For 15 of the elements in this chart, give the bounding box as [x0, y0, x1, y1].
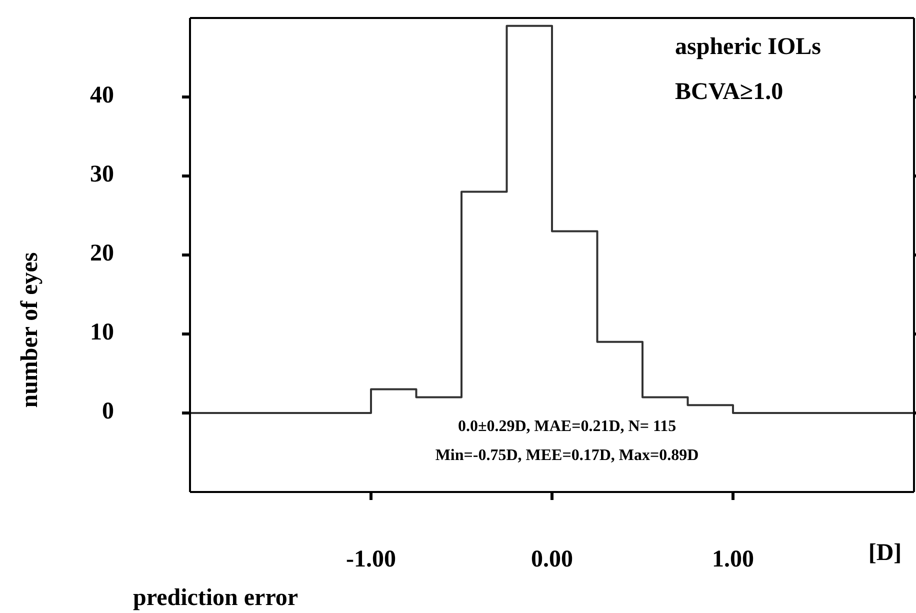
y-tick-label: 30	[90, 162, 114, 188]
x-tick-label: -1.00	[346, 546, 396, 573]
y-tick-label: 20	[90, 240, 114, 267]
annotation: 0.0±0.29D, MAE=0.21D, N= 115	[458, 418, 676, 435]
annotation: aspheric IOLs	[675, 34, 822, 60]
x-axis-title: prediction error	[133, 585, 298, 611]
x-tick-label: 1.00	[712, 546, 754, 573]
y-axis-title: number of eyes	[17, 252, 43, 408]
y-tick-label: 10	[90, 320, 114, 346]
text: [D]	[868, 540, 902, 566]
y-tick-label: 40	[90, 82, 114, 109]
x-tick-label: 0.00	[531, 546, 573, 573]
y-tick-label: 0	[102, 398, 114, 425]
annotation: BCVA≥1.0	[675, 79, 784, 105]
annotation: Min=-0.75D, MEE=0.17D, Max=0.89D	[435, 447, 699, 464]
